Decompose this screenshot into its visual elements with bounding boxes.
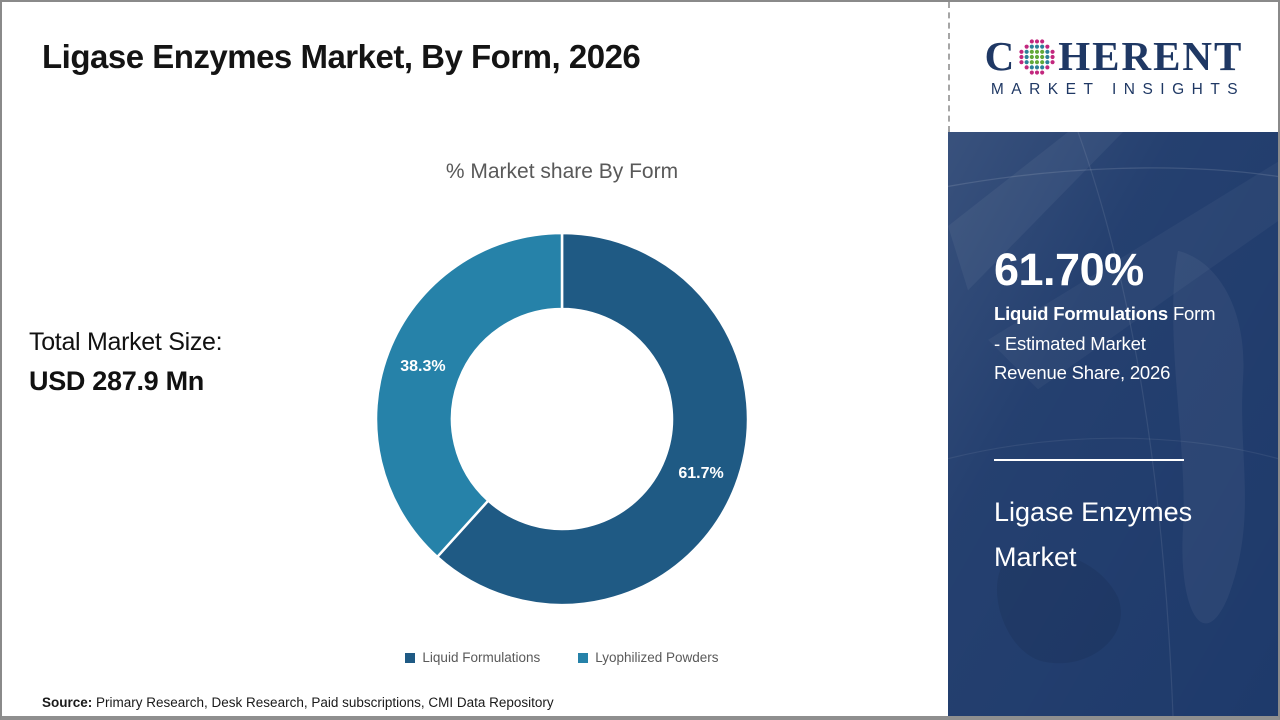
pie-slice-lyophilized-powders [374, 231, 564, 559]
brand-letter-c: C [984, 32, 1017, 79]
source-label: Source: [42, 695, 93, 710]
divider-line [994, 459, 1184, 461]
chart-legend: Liquid Formulations Lyophilized Powders [162, 650, 962, 665]
globe-dots-icon [1019, 39, 1055, 75]
stat-description-line: Revenue Share, 2026 [994, 362, 1171, 383]
legend-item-liquid-formulations: Liquid Formulations [405, 650, 540, 665]
source-text: Primary Research, Desk Research, Paid su… [92, 695, 554, 710]
legend-swatch [578, 652, 589, 663]
donut-chart: 61.7% 38.3% [372, 229, 752, 609]
sidebar: C HERENT MARKET INSIGHTS [948, 2, 1278, 716]
page-title: Ligase Enzymes Market, By Form, 2026 [42, 38, 641, 75]
slice-label: 38.3% [400, 358, 445, 375]
donut-chart-svg: 61.7% 38.3% [374, 231, 750, 607]
stat-description-line: - Estimated Market [994, 332, 1146, 354]
legend-label: Liquid Formulations [422, 650, 541, 665]
chart-title: % Market share By Form [445, 160, 679, 183]
brand-wordmark: C HERENT [984, 32, 1244, 79]
legend-swatch [405, 652, 416, 663]
total-market-label: Total Market Size: [29, 328, 223, 356]
market-name: Ligase Enzymes Market [994, 497, 1193, 572]
total-market-value: USD 287.9 Mn [29, 366, 204, 396]
brand-word-rest: HERENT [1058, 32, 1244, 79]
stat-description: Liquid Formulations Form - Estimated Mark… [994, 299, 1216, 388]
total-market-size: Total Market Size: USD 287.9 Mn [29, 328, 223, 397]
stat-value: 61.70% [994, 244, 1144, 295]
brand-subtitle: MARKET INSIGHTS [990, 80, 1246, 98]
slice-label: 61.7% [678, 465, 723, 482]
stat-description-line: Liquid Formulations Form [994, 303, 1216, 324]
world-map-texture [948, 132, 1278, 716]
brand-logo: C HERENT MARKET INSIGHTS [948, 2, 1278, 132]
legend-item-lyophilized-powders: Lyophilized Powders [578, 650, 719, 665]
legend-label: Lyophilized Powders [595, 650, 719, 665]
source-note: Source: Primary Research, Desk Research,… [42, 695, 554, 710]
pie-slice-liquid-formulations [436, 231, 750, 607]
highlight-panel: 61.70% Liquid Formulations Form - Estimat… [948, 132, 1278, 716]
